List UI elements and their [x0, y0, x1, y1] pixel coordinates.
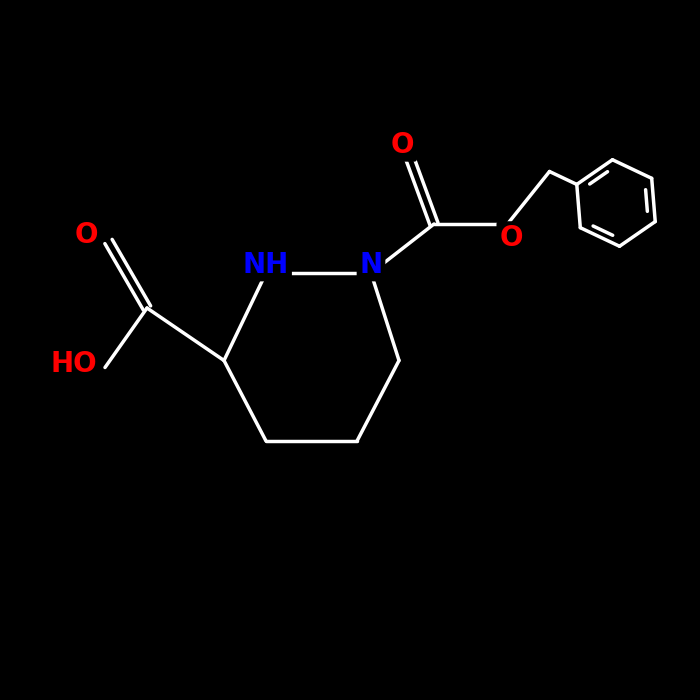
- Text: HO: HO: [50, 350, 97, 378]
- Text: O: O: [391, 131, 414, 159]
- Text: NH: NH: [243, 251, 289, 279]
- Text: N: N: [359, 251, 383, 279]
- Text: O: O: [499, 224, 523, 252]
- Text: O: O: [74, 220, 98, 248]
